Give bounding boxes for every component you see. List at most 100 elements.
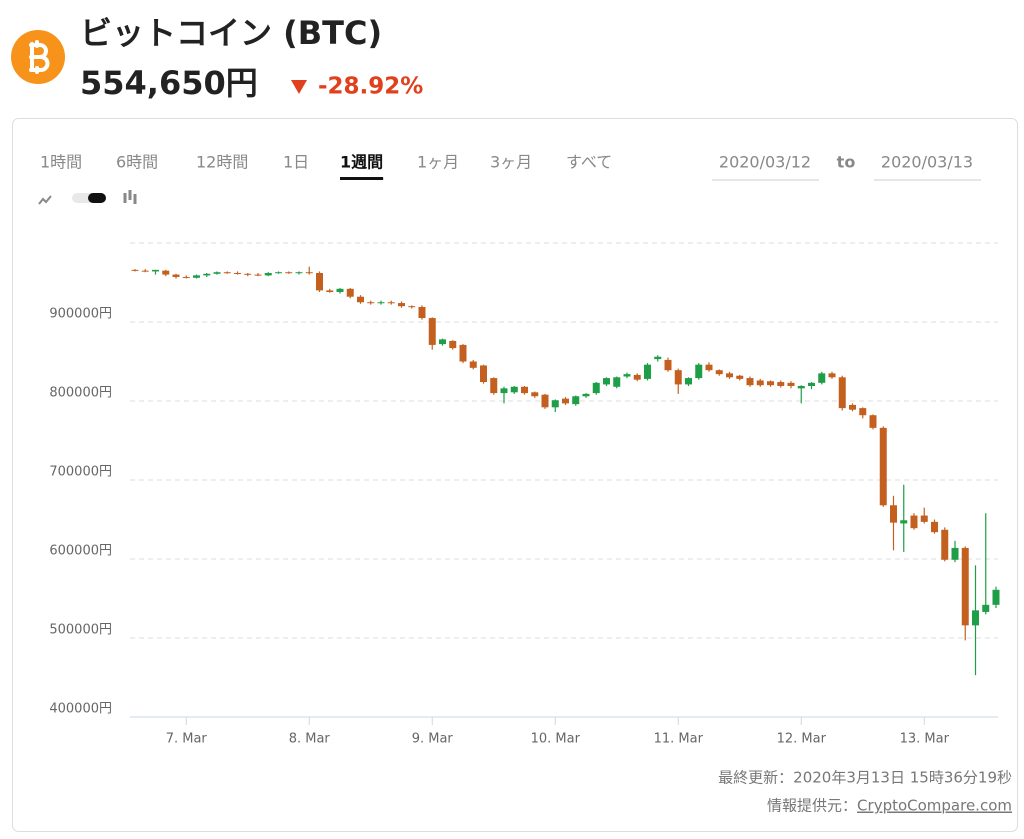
- candle-body: [510, 386, 518, 393]
- candle-body: [920, 515, 928, 522]
- to-label: to: [837, 153, 856, 172]
- candle-body: [654, 356, 662, 360]
- tab-underline: [340, 177, 384, 180]
- candle-body: [715, 370, 723, 375]
- candle-body: [767, 381, 774, 386]
- tab[interactable]: 3ヶ月: [490, 153, 532, 172]
- candle-body: [685, 378, 692, 385]
- candle-body: [664, 359, 672, 371]
- coin-title: ビットコイン (BTC): [80, 14, 382, 52]
- candle-body: [869, 415, 877, 428]
- candle-body: [633, 374, 641, 380]
- candle-body: [244, 273, 252, 275]
- candle-body: [141, 270, 149, 272]
- candle-body: [531, 392, 539, 397]
- price: 554,650円: [80, 64, 258, 102]
- candle-body: [408, 306, 416, 308]
- candle-body: [787, 382, 795, 386]
- source-link[interactable]: CryptoCompare.com: [857, 797, 1012, 815]
- x-tick-label: 8. Mar: [289, 732, 331, 747]
- candle-body: [623, 374, 631, 377]
- candle-body: [449, 340, 457, 349]
- tab[interactable]: 1時間: [40, 153, 82, 172]
- candle-body: [346, 288, 354, 297]
- candle-body: [367, 302, 375, 304]
- candle-body: [336, 288, 344, 292]
- candle-body: [223, 272, 231, 274]
- candle-body: [756, 380, 764, 386]
- y-tick-label: 900000円: [49, 307, 112, 322]
- candle-body: [264, 273, 272, 276]
- tab[interactable]: 1日: [283, 153, 309, 172]
- date-to[interactable]: 2020/03/13: [881, 153, 973, 172]
- candle-body: [172, 274, 180, 277]
- y-tick-label: 500000円: [49, 623, 112, 638]
- candle-body: [910, 515, 918, 529]
- candle-body: [582, 393, 590, 397]
- candle-body: [387, 302, 395, 304]
- x-tick-label: 11. Mar: [654, 732, 704, 747]
- candle-body: [818, 373, 826, 383]
- candle-body: [193, 275, 200, 278]
- candle-body: [613, 377, 621, 387]
- candle-body: [931, 521, 938, 533]
- candle-body: [377, 302, 385, 304]
- candle-body: [305, 272, 313, 274]
- card: [12, 118, 1018, 832]
- candle-body: [500, 388, 508, 394]
- candle-body: [603, 378, 610, 385]
- candle-body: [705, 364, 713, 371]
- candle-body: [951, 547, 959, 560]
- candle-body: [695, 364, 703, 379]
- candle-body: [746, 378, 754, 386]
- candle-body: [644, 364, 651, 379]
- date-range: 2020/03/12 to 2020/03/13: [712, 153, 981, 181]
- candle-body: [777, 382, 785, 386]
- candle-body: [736, 375, 744, 379]
- candle-body: [459, 344, 467, 362]
- candle-body: [992, 589, 1000, 605]
- tab[interactable]: 12時間: [196, 153, 248, 172]
- tab[interactable]: 6時間: [116, 153, 158, 172]
- candle-body: [213, 272, 221, 274]
- candle-body: [797, 385, 805, 389]
- candle-body: [182, 276, 190, 278]
- chart-type-switch[interactable]: [38, 190, 137, 205]
- y-tick-label: 600000円: [49, 544, 112, 559]
- plot: 400000円 500000円 600000円 700000円 800000円 90000…: [49, 266, 1000, 747]
- candle-body: [828, 373, 836, 378]
- candle-body: [439, 339, 446, 345]
- candle-body: [490, 378, 498, 394]
- candle-body: [808, 382, 815, 386]
- candle-body: [275, 272, 282, 274]
- x-tick-label: 7. Mar: [166, 732, 208, 747]
- tab[interactable]: 1ヶ月: [417, 153, 459, 172]
- candle-body: [521, 386, 528, 394]
- x-tick-label: 9. Mar: [412, 732, 454, 747]
- down-arrow: [291, 80, 307, 94]
- candle-body: [162, 270, 170, 275]
- tab[interactable]: 1週間: [340, 153, 383, 172]
- btc-icon: [11, 30, 65, 84]
- candle-body: [890, 505, 897, 523]
- y-tick-label: 800000円: [49, 386, 112, 401]
- candle-body: [254, 274, 262, 276]
- candle-body: [562, 398, 569, 404]
- source-label: 情報提供元：: [767, 797, 857, 815]
- date-from[interactable]: 2020/03/12: [719, 153, 811, 172]
- candle-body: [972, 610, 979, 626]
- candle-body: [203, 273, 211, 276]
- x-tick-label: 13. Mar: [900, 732, 950, 747]
- candle-body: [541, 394, 549, 408]
- candle-body: [326, 290, 334, 292]
- candle-body: [726, 373, 733, 378]
- candle-body: [838, 377, 846, 409]
- candle-body: [480, 365, 487, 383]
- candle-body: [900, 520, 908, 524]
- tabs: 1時間 6時間 12時間 1日 1週間 1ヶ月 3ヶ月 すべて: [40, 153, 612, 180]
- price-change: -28.92%: [318, 74, 423, 100]
- tab[interactable]: すべて: [566, 153, 612, 172]
- candle-body: [152, 269, 159, 272]
- y-tick-label: 400000円: [49, 702, 112, 717]
